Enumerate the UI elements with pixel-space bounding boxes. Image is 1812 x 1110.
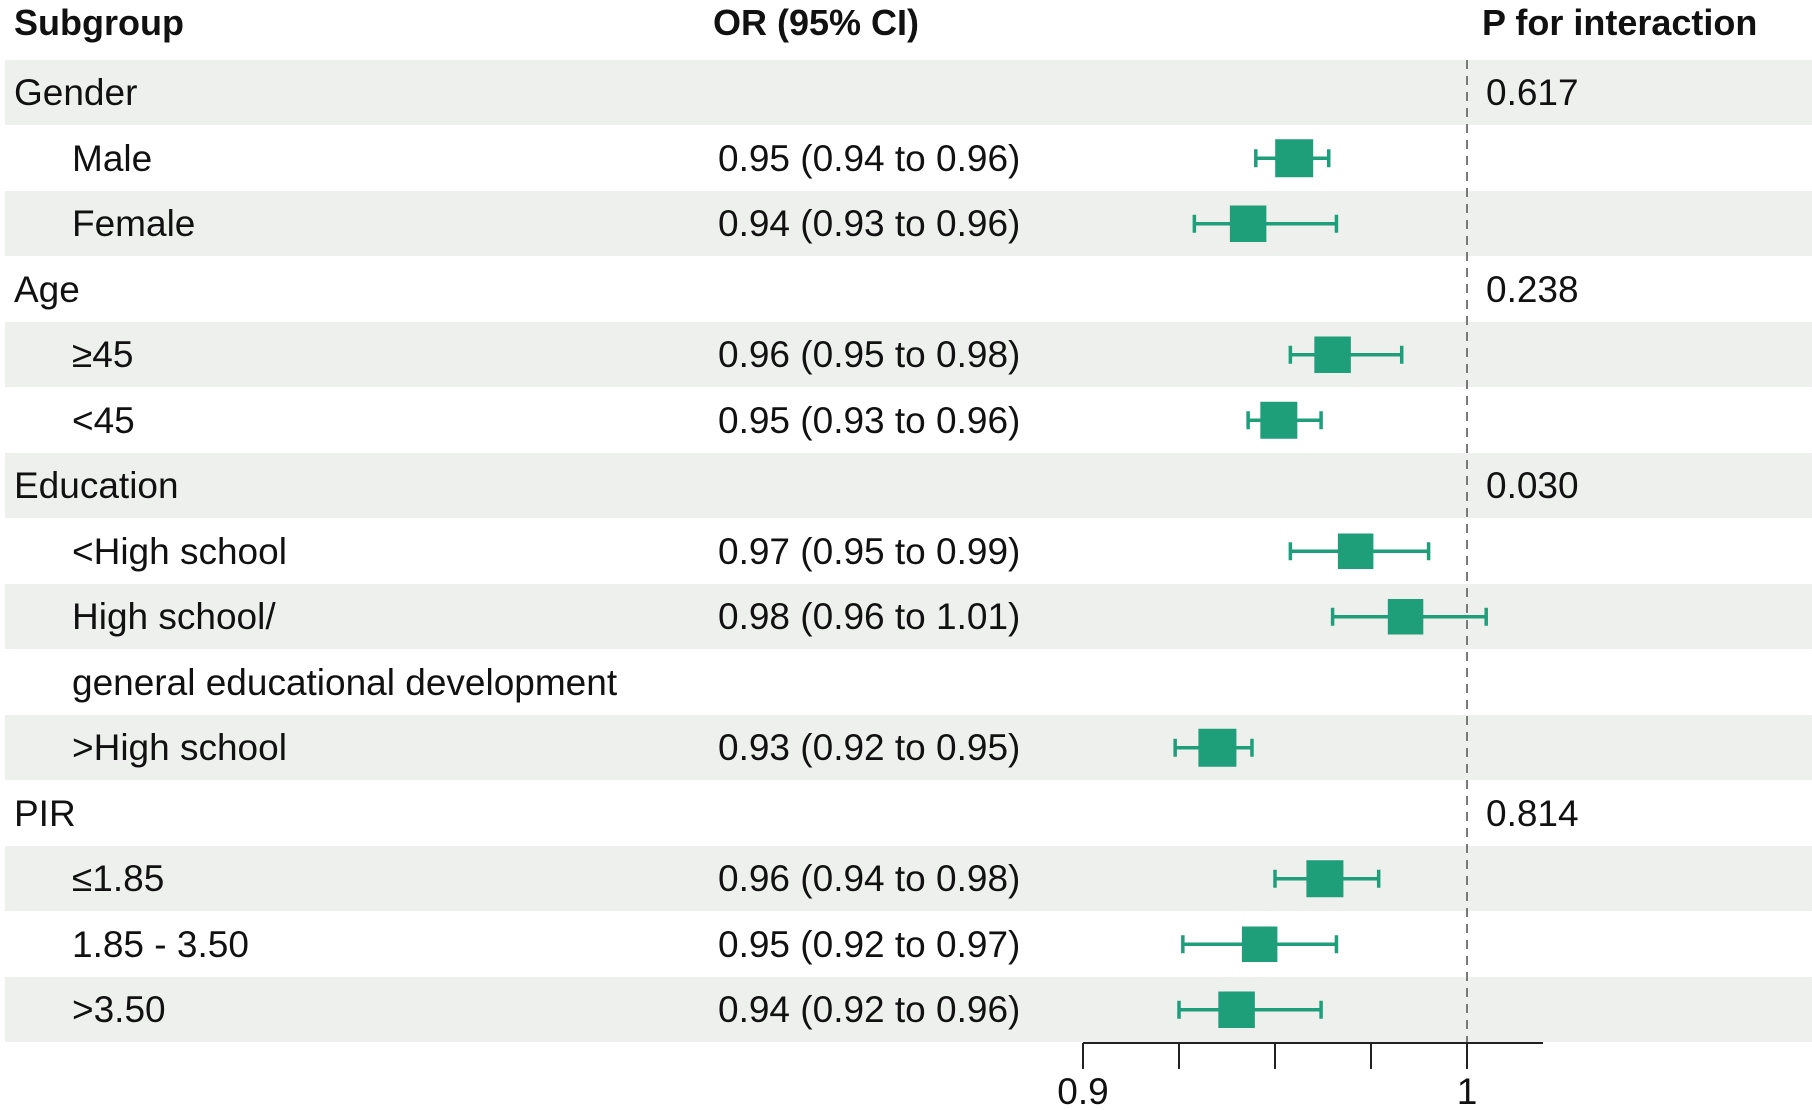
subgroup-row: Male 0.95 (0.94 to 0.96) [5, 126, 1812, 191]
p-interaction-value: 0.238 [1486, 268, 1579, 310]
group-label: Education [14, 465, 179, 506]
x-tick-label: 0.9 [1057, 1071, 1108, 1110]
subgroup-row: >High school 0.93 (0.92 to 0.95) [5, 715, 1812, 780]
subgroup-label: >3.50 [72, 989, 166, 1030]
or-ci-value: 0.95 (0.94 to 0.96) [718, 137, 1021, 179]
p-interaction-value: 0.030 [1486, 465, 1579, 506]
point-estimate [1275, 139, 1314, 178]
subgroup-row: High school/0.98 (0.96 to 1.01) [5, 584, 1812, 649]
or-ci-value: 0.97 (0.95 to 0.99) [718, 530, 1021, 572]
subgroup-row: general educational development [5, 650, 1812, 715]
group-row: Gender 0.617 [5, 60, 1812, 125]
subgroup-row: 1.85 - 3.50 0.95 (0.92 to 0.97) [5, 912, 1812, 977]
subgroup-label: Male [72, 137, 153, 179]
or-ci-value: 0.96 (0.94 to 0.98) [718, 858, 1021, 899]
p-interaction-value: 0.617 [1486, 72, 1579, 113]
header-subgroup: Subgroup [14, 2, 184, 43]
or-ci-value: 0.95 (0.93 to 0.96) [718, 399, 1021, 441]
point-estimate [1218, 991, 1255, 1028]
group-row: PIR 0.814 [5, 781, 1812, 846]
subgroup-label: ≥45 [72, 334, 134, 375]
point-estimate [1337, 533, 1374, 569]
or-ci-value: 0.94 (0.92 to 0.96) [718, 989, 1021, 1030]
subgroup-label: general educational development [72, 661, 618, 703]
subgroup-row: ≤1.85 0.96 (0.94 to 0.98) [5, 846, 1812, 911]
header-or: OR (95% CI) [713, 2, 920, 43]
point-estimate [1314, 336, 1351, 373]
subgroup-label: <45 [72, 399, 135, 441]
or-ci-value: 0.94 (0.93 to 0.96) [718, 203, 1021, 244]
subgroup-row: >3.50 0.94 (0.92 to 0.96) [5, 977, 1812, 1042]
subgroup-row: <45 0.95 (0.93 to 0.96) [5, 388, 1812, 453]
point-estimate [1387, 599, 1424, 635]
point-estimate [1229, 205, 1267, 242]
point-estimate [1241, 926, 1278, 962]
or-ci-value: 0.93 (0.92 to 0.95) [718, 727, 1021, 768]
or-ci-value: 0.95 (0.92 to 0.97) [718, 923, 1021, 965]
point-estimate [1260, 401, 1298, 439]
point-estimate [1198, 728, 1237, 767]
or-ci-value: 0.98 (0.96 to 1.01) [718, 596, 1021, 637]
subgroup-label: ≤1.85 [72, 858, 165, 899]
subgroup-row: <High school 0.97 (0.95 to 0.99) [5, 519, 1812, 584]
header-p-interaction: P for interaction [1482, 2, 1758, 43]
subgroup-label: <High school [72, 530, 287, 572]
group-label: Age [14, 268, 80, 310]
group-label: Gender [14, 72, 138, 113]
subgroup-label: Female [72, 203, 196, 244]
x-tick-label: 1 [1457, 1071, 1478, 1110]
subgroup-row: ≥45 0.96 (0.95 to 0.98) [5, 322, 1812, 387]
point-estimate [1306, 860, 1344, 898]
subgroup-label: >High school [72, 727, 287, 768]
or-ci-value: 0.96 (0.95 to 0.98) [718, 334, 1021, 375]
subgroup-label: High school/ [72, 596, 276, 637]
group-label: PIR [14, 792, 76, 834]
group-row: Education 0.030 [5, 453, 1812, 518]
p-interaction-value: 0.814 [1486, 792, 1579, 834]
group-row: Age 0.238 [5, 257, 1812, 322]
subgroup-row: Female 0.94 (0.93 to 0.96) [5, 191, 1812, 256]
subgroup-label: 1.85 - 3.50 [72, 923, 249, 965]
